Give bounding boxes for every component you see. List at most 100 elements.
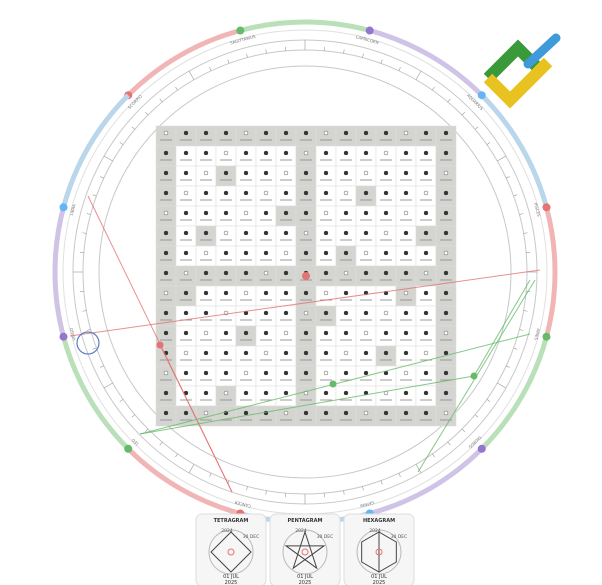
- moon-icon: [263, 250, 269, 256]
- grid-cell: [335, 145, 357, 167]
- grid-cell: [375, 225, 397, 247]
- grid-cell: [235, 285, 257, 307]
- grid-cell: [335, 385, 357, 407]
- grid-cell: [175, 285, 197, 307]
- ring-tick: [380, 59, 383, 64]
- grid-cell: [435, 205, 457, 227]
- moon-icon: [343, 170, 349, 176]
- moon-icon: [223, 390, 229, 396]
- moon-icon: [403, 210, 409, 216]
- moon-icon: [243, 350, 249, 356]
- moon-icon: [443, 290, 449, 296]
- grid-cell: [155, 265, 177, 287]
- moon-icon: [163, 410, 169, 416]
- grid-cell: [395, 185, 417, 207]
- moon-icon: [343, 290, 349, 296]
- ring-arc: [52, 206, 66, 338]
- moon-icon: [323, 250, 329, 256]
- ring-node: [236, 26, 245, 35]
- moon-icon: [423, 370, 429, 376]
- grid-cell: [215, 165, 237, 187]
- grid-cell: [355, 345, 377, 367]
- moon-icon: [183, 170, 189, 176]
- grid-cell: [235, 165, 257, 187]
- grid-cell: [395, 405, 417, 427]
- moon-icon: [363, 370, 369, 376]
- grid-cell: [175, 205, 197, 227]
- ring-tick: [159, 98, 163, 103]
- moon-icon: [363, 410, 369, 416]
- ring-arc: [61, 93, 130, 208]
- moon-icon: [383, 230, 389, 236]
- moon-icon: [403, 130, 409, 136]
- moon-icon: [223, 230, 229, 236]
- grid-cell: [375, 305, 397, 327]
- moon-icon: [383, 350, 389, 356]
- grid-cell: [255, 265, 277, 287]
- grid-cell: [415, 185, 437, 207]
- moon-icon: [163, 190, 169, 196]
- panel-label: 2025: [373, 580, 386, 585]
- moon-icon: [383, 170, 389, 176]
- grid-cell: [315, 265, 337, 287]
- grid-cell: [275, 245, 297, 267]
- moon-icon: [323, 350, 329, 356]
- moon-icon: [243, 270, 249, 276]
- ring-tick: [447, 98, 451, 103]
- grid-cell: [255, 345, 277, 367]
- panel-label: 2024: [221, 528, 233, 534]
- grid-cell: [235, 205, 257, 227]
- moon-icon: [283, 290, 289, 296]
- grid-cell: [315, 205, 337, 227]
- ring-tick: [380, 480, 383, 485]
- panel-title: TETRAGRAM: [214, 518, 249, 524]
- moon-icon: [423, 390, 429, 396]
- moon-icon: [323, 410, 329, 416]
- moon-icon: [183, 130, 189, 136]
- ring-tick: [474, 126, 479, 130]
- moon-icon: [183, 250, 189, 256]
- moon-icon: [403, 410, 409, 416]
- grid-cell: [395, 305, 417, 327]
- grid-cell: [375, 345, 397, 367]
- grid-cell: [235, 265, 257, 287]
- panel-center: [375, 548, 383, 556]
- grid-cell: [235, 245, 257, 267]
- moon-icon: [423, 330, 429, 336]
- moon-icon: [383, 310, 389, 316]
- moon-icon: [223, 350, 229, 356]
- moon-icon: [303, 330, 309, 336]
- moon-icon: [403, 370, 409, 376]
- moon-icon: [223, 170, 229, 176]
- grid-cell: [175, 325, 197, 347]
- moon-icon: [443, 350, 449, 356]
- grid-cell: [175, 185, 197, 207]
- moon-icon: [403, 150, 409, 156]
- moon-icon: [243, 170, 249, 176]
- moon-icon: [343, 210, 349, 216]
- grid-cell: [275, 185, 297, 207]
- planet-ring: [76, 331, 100, 355]
- grid-cell: [215, 285, 237, 307]
- ring-node: [477, 444, 486, 453]
- ring-arc: [544, 206, 558, 338]
- grid-cell: [355, 305, 377, 327]
- grid-cell: [255, 185, 277, 207]
- grid-cell: [355, 265, 377, 287]
- grid-cell: [275, 345, 297, 367]
- ring-tick: [209, 67, 212, 71]
- ring-node: [124, 444, 133, 453]
- moon-icon: [303, 350, 309, 356]
- ring-tick: [92, 347, 97, 350]
- ring-tick: [486, 399, 491, 402]
- moon-icon: [183, 270, 189, 276]
- ring-node: [542, 203, 551, 212]
- grid-cell: [155, 405, 177, 427]
- grid-cell: [375, 145, 397, 167]
- grid-cell: [255, 325, 277, 347]
- moon-icon: [423, 270, 429, 276]
- ring-tick: [343, 49, 345, 54]
- grid-cell: [255, 285, 277, 307]
- grid-cell: [275, 165, 297, 187]
- grid-cell: [375, 325, 397, 347]
